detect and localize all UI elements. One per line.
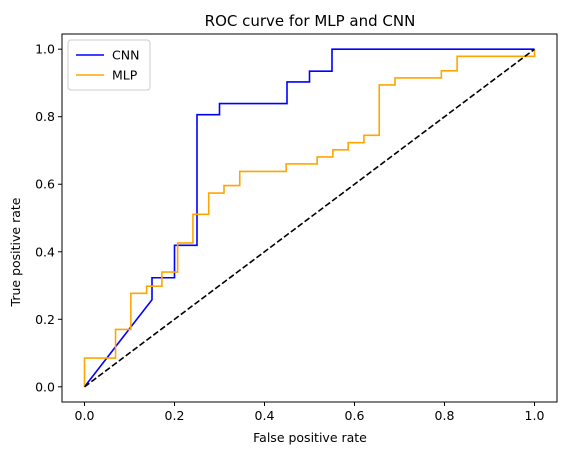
x-tick-label: 0.8 xyxy=(435,408,455,423)
x-tick-label: 0.2 xyxy=(165,408,185,423)
diagonal-reference-line xyxy=(84,48,535,388)
x-tick-label: 1.0 xyxy=(525,408,545,423)
legend-label-cnn: CNN xyxy=(112,48,139,63)
y-tick-label: 0.2 xyxy=(35,312,55,327)
x-tick-label: 0.6 xyxy=(345,408,365,423)
y-axis-label: True positive rate xyxy=(8,197,23,307)
legend-box xyxy=(67,39,151,91)
series-line-mlp xyxy=(83,49,536,387)
chart-title: ROC curve for MLP and CNN xyxy=(205,12,416,30)
x-tick-label: 0.0 xyxy=(75,408,95,423)
y-tick-label: 1.0 xyxy=(35,42,55,57)
axes-frame xyxy=(61,33,558,403)
series-line-cnn xyxy=(83,48,535,388)
y-tick-label: 0.4 xyxy=(35,244,55,259)
legend-label-mlp: MLP xyxy=(112,68,138,83)
plot-area: 0.0 0.2 0.4 0.6 0.8 1.0 0.0 0.2 0.4 0.6 0.8 1.0 CNN M… xyxy=(35,33,558,423)
x-axis-label: False positive rate xyxy=(253,430,367,445)
x-tick-label: 0.4 xyxy=(255,408,275,423)
y-tick-label: 0.0 xyxy=(35,379,55,394)
y-tick-label: 0.8 xyxy=(35,109,55,124)
y-tick-label: 0.6 xyxy=(35,177,55,192)
